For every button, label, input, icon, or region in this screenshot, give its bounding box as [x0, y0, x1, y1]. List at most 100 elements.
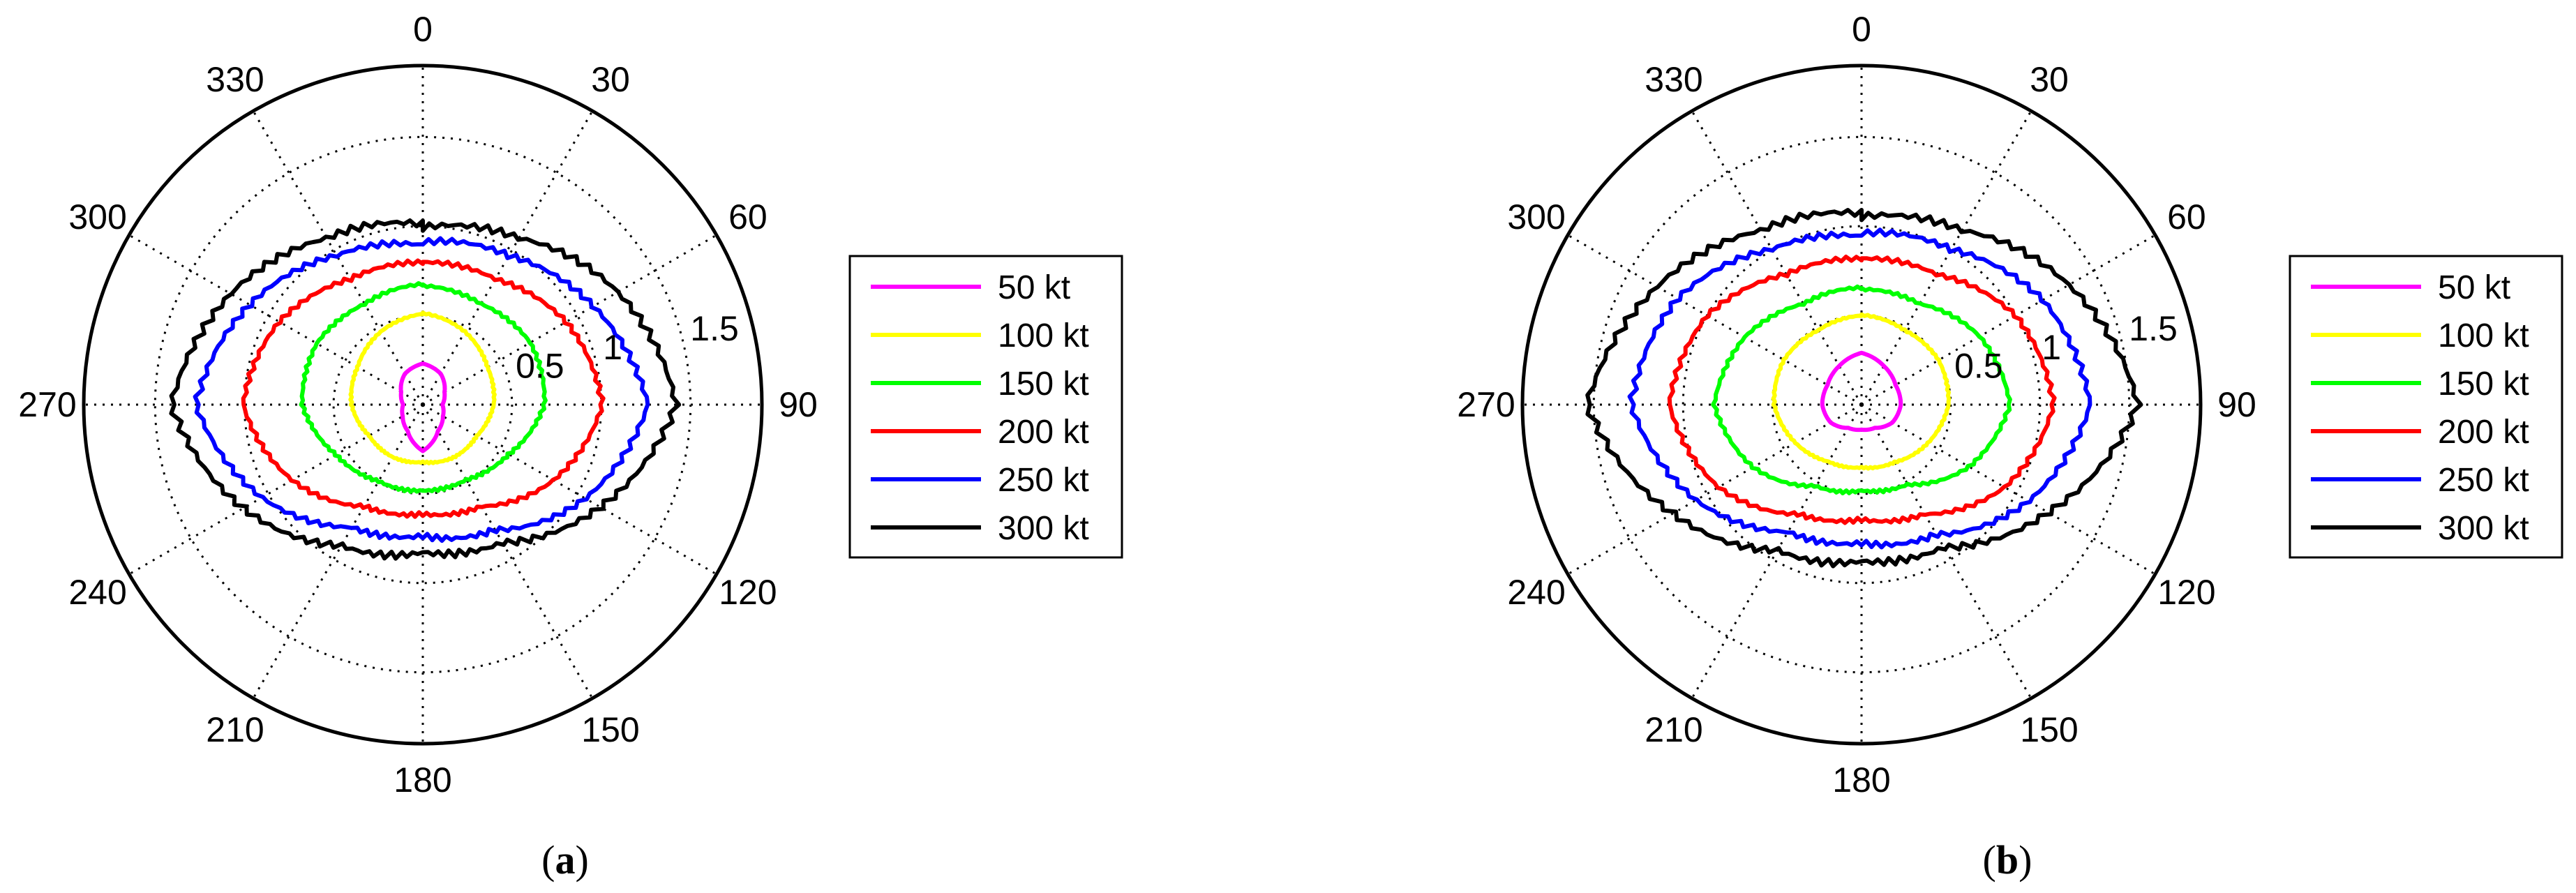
series-line-100-kt	[348, 310, 497, 465]
series-line-150-kt	[1711, 284, 2012, 495]
angle-tick-label: 30	[591, 60, 630, 99]
series-line-50-kt	[398, 361, 447, 453]
legend-entry: 300 kt	[2311, 510, 2529, 547]
angular-grid-line	[1861, 403, 2156, 576]
angular-grid-line	[128, 234, 424, 406]
angular-grid-line	[128, 403, 424, 576]
radial-tick-label: 0.5	[1954, 346, 2003, 385]
angular-grid-line	[1860, 110, 2032, 405]
angle-tick-label: 0	[1852, 10, 1871, 49]
series-line-300-kt	[169, 218, 682, 561]
series-line-50-kt	[1820, 350, 1903, 433]
legend-b: 50 kt 100 kt 150 kt 200 kt 250 kt 300 kt	[2289, 255, 2563, 559]
polar-plot-b: 0 30 60 90 120 150 180 210 240 270 300 330 0.5 1 1.5	[1457, 10, 2256, 800]
angular-grid-a	[84, 66, 762, 744]
series-line-250-kt	[1627, 227, 2092, 550]
series-line-150-kt	[299, 281, 548, 494]
angle-tick-label: 120	[2157, 573, 2215, 612]
legend-entry: 150 kt	[2311, 366, 2529, 403]
legend-entry: 200 kt	[2311, 414, 2529, 451]
legend-label: 150 kt	[998, 366, 1089, 403]
series-group-a	[169, 218, 682, 561]
polar-plot-a: 0 30 60 90 120 150 180 210 240 270 300 330 0.5 1 1.5	[18, 10, 818, 800]
radial-tick-labels-b: 0.5 1 1.5	[1954, 309, 2178, 385]
panel-label-a: (a)	[541, 837, 589, 883]
legend-entries-b: 50 kt 100 kt 150 kt 200 kt 250 kt 300 kt	[2311, 269, 2529, 547]
legend-label: 200 kt	[998, 414, 1089, 451]
legend-label: 150 kt	[2438, 366, 2529, 403]
angle-tick-label: 60	[2167, 197, 2206, 237]
legend-label: 300 kt	[998, 510, 1089, 547]
legend-label: 100 kt	[2438, 317, 2529, 354]
legend-entry: 100 kt	[871, 317, 1089, 354]
angular-grid-line	[422, 403, 717, 576]
legend-entry: 150 kt	[871, 366, 1089, 403]
radial-grid-circle	[1682, 225, 2042, 585]
angular-grid-line	[1860, 404, 2032, 699]
legend-entry: 200 kt	[871, 414, 1089, 451]
radial-grid-circle	[1592, 135, 2131, 674]
outer-circle-a	[82, 63, 764, 746]
legend-label: 100 kt	[998, 317, 1089, 354]
outer-circle-b	[1520, 63, 2203, 746]
angle-tick-label: 210	[1645, 710, 1702, 749]
legend-box-a	[848, 255, 1123, 559]
series-group-b	[1585, 208, 2143, 569]
radial-grid-circle	[153, 135, 692, 674]
angle-tick-label: 270	[1457, 385, 1515, 424]
panel-label-b: (b)	[1983, 837, 2032, 883]
legend-label: 50 kt	[2438, 269, 2510, 306]
angle-tick-label: 300	[68, 197, 126, 237]
angular-grid-line	[421, 404, 594, 699]
angle-tick-labels-a: 0 30 60 90 120 150 180 210 240 270 300 330	[18, 10, 818, 800]
angular-grid-line	[1691, 404, 1863, 699]
legend-entry: 250 kt	[871, 462, 1089, 499]
angle-tick-labels-b: 0 30 60 90 120 150 180 210 240 270 300 330	[1457, 10, 2256, 800]
legend-entry: 50 kt	[2311, 269, 2510, 306]
legend-entry: 300 kt	[871, 510, 1089, 547]
legend-a: 50 kt 100 kt 150 kt 200 kt 250 kt 300 kt	[848, 255, 1123, 559]
series-line-200-kt	[1667, 255, 2057, 525]
legend-label: 50 kt	[998, 269, 1070, 306]
legend-label: 200 kt	[2438, 414, 2529, 451]
angle-tick-label: 120	[719, 573, 777, 612]
angle-tick-label: 240	[68, 573, 126, 612]
angle-tick-label: 180	[394, 760, 451, 800]
radial-tick-labels-a: 0.5 1 1.5	[516, 309, 739, 385]
angle-tick-label: 180	[1832, 760, 1890, 800]
radial-tick-label: 0.5	[516, 346, 564, 385]
angle-tick-label: 30	[2030, 60, 2069, 99]
legend-entry: 250 kt	[2311, 462, 2529, 499]
legend-label: 250 kt	[998, 462, 1089, 499]
angular-grid-line	[1691, 110, 1863, 405]
angle-tick-label: 300	[1507, 197, 1565, 237]
angle-tick-label: 330	[206, 60, 264, 99]
legend-box-b	[2289, 255, 2563, 559]
series-line-250-kt	[193, 236, 650, 543]
angle-tick-label: 90	[779, 385, 818, 424]
legend-label: 300 kt	[2438, 510, 2529, 547]
angular-grid-line	[1861, 234, 2156, 406]
radial-tick-label: 1.5	[690, 309, 739, 348]
series-line-200-kt	[241, 258, 606, 519]
angular-grid-line	[252, 404, 424, 699]
legend-entry: 50 kt	[871, 269, 1070, 306]
angle-tick-label: 150	[581, 710, 639, 749]
angular-grid-b	[1522, 66, 2201, 744]
angle-tick-label: 60	[728, 197, 767, 237]
series-line-100-kt	[1771, 312, 1952, 471]
angular-grid-line	[422, 234, 717, 406]
angle-tick-label: 90	[2217, 385, 2256, 424]
legend-entry: 100 kt	[2311, 317, 2529, 354]
angle-tick-label: 240	[1507, 573, 1565, 612]
radial-tick-label: 1	[603, 328, 622, 367]
radial-tick-label: 1.5	[2129, 309, 2178, 348]
radial-tick-label: 1	[2042, 328, 2061, 367]
legend-entries-a: 50 kt 100 kt 150 kt 200 kt 250 kt 300 kt	[871, 269, 1089, 547]
angle-tick-label: 0	[413, 10, 433, 49]
angle-tick-label: 270	[18, 385, 76, 424]
angular-grid-line	[1567, 403, 1862, 576]
